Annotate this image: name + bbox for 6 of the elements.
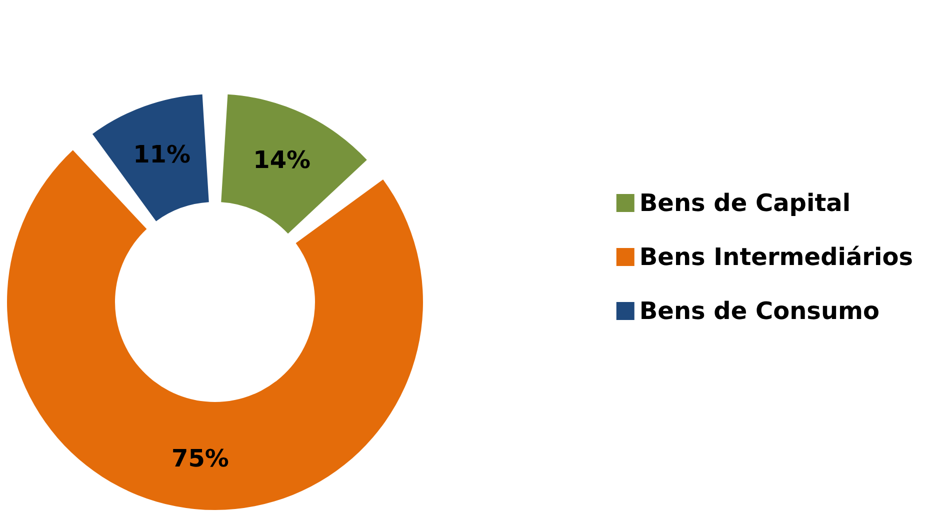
legend-label: Bens de Consumo [639,297,880,325]
legend-label: Bens de Capital [639,189,851,217]
data-label: 11% [133,140,191,168]
legend-label: Bens Intermediários [639,243,914,271]
data-label: 75% [172,444,229,472]
data-label: 14% [253,146,311,174]
